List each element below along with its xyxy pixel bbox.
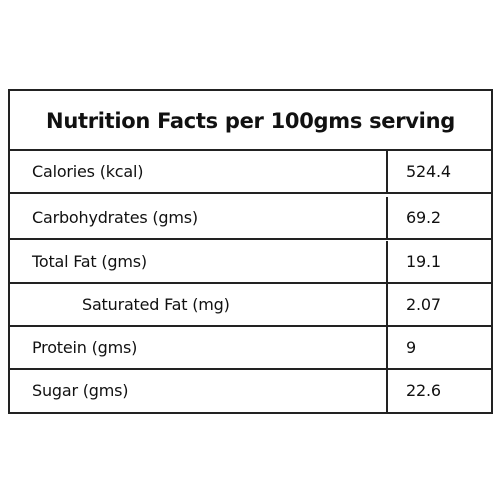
table-row: Protein (gms) 9: [10, 327, 491, 370]
nutrient-value: 19.1: [386, 241, 491, 282]
nutrient-value: 524.4: [386, 151, 491, 192]
nutrient-value: 2.07: [386, 284, 491, 325]
nutrient-label: Sugar (gms): [32, 381, 129, 400]
table-row: Carbohydrates (gms) 69.2: [10, 197, 491, 240]
nutrient-value: 22.6: [386, 370, 491, 412]
table-title: Nutrition Facts per 100gms serving: [10, 91, 491, 151]
nutrient-label: Carbohydrates (gms): [32, 208, 198, 227]
table-row: Saturated Fat (mg) 2.07: [10, 284, 491, 327]
nutrient-label: Protein (gms): [32, 338, 138, 357]
nutrient-value: 69.2: [386, 197, 491, 238]
nutrient-label: Saturated Fat (mg): [82, 295, 230, 314]
nutrient-label: Total Fat (gms): [32, 252, 147, 271]
nutrient-label: Calories (kcal): [32, 162, 144, 181]
nutrient-value: 9: [386, 327, 491, 368]
table-row: Calories (kcal) 524.4: [10, 151, 491, 194]
table-row: Total Fat (gms) 19.1: [10, 241, 491, 284]
nutrition-table: Nutrition Facts per 100gms serving Calor…: [8, 89, 493, 414]
table-row: Sugar (gms) 22.6: [10, 370, 491, 412]
